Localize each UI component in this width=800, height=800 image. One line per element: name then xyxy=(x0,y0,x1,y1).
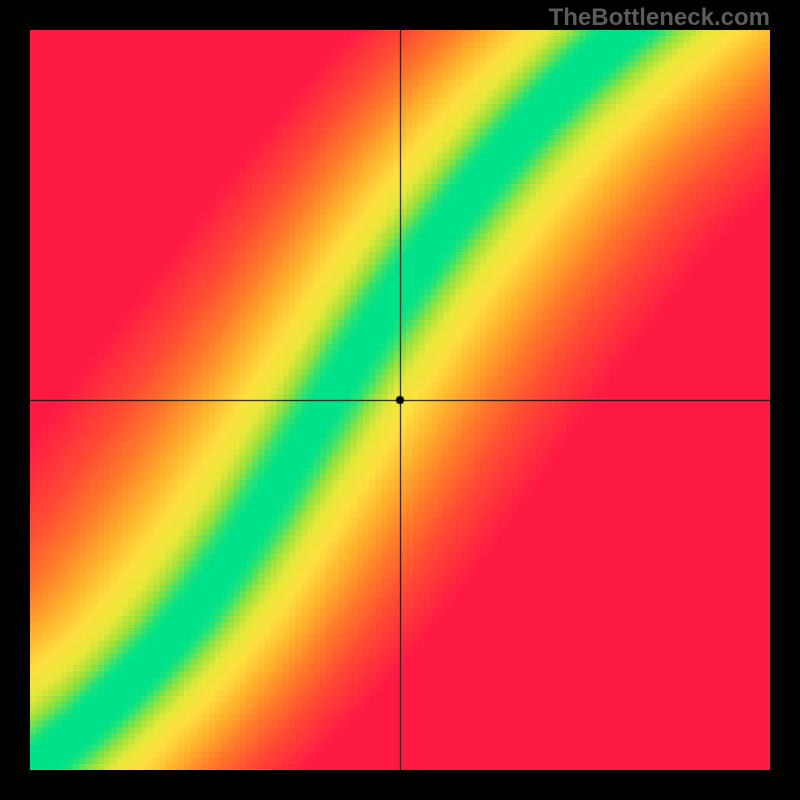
watermark-text: TheBottleneck.com xyxy=(549,4,770,32)
bottleneck-heatmap xyxy=(30,30,770,770)
chart-container: TheBottleneck.com xyxy=(0,0,800,800)
